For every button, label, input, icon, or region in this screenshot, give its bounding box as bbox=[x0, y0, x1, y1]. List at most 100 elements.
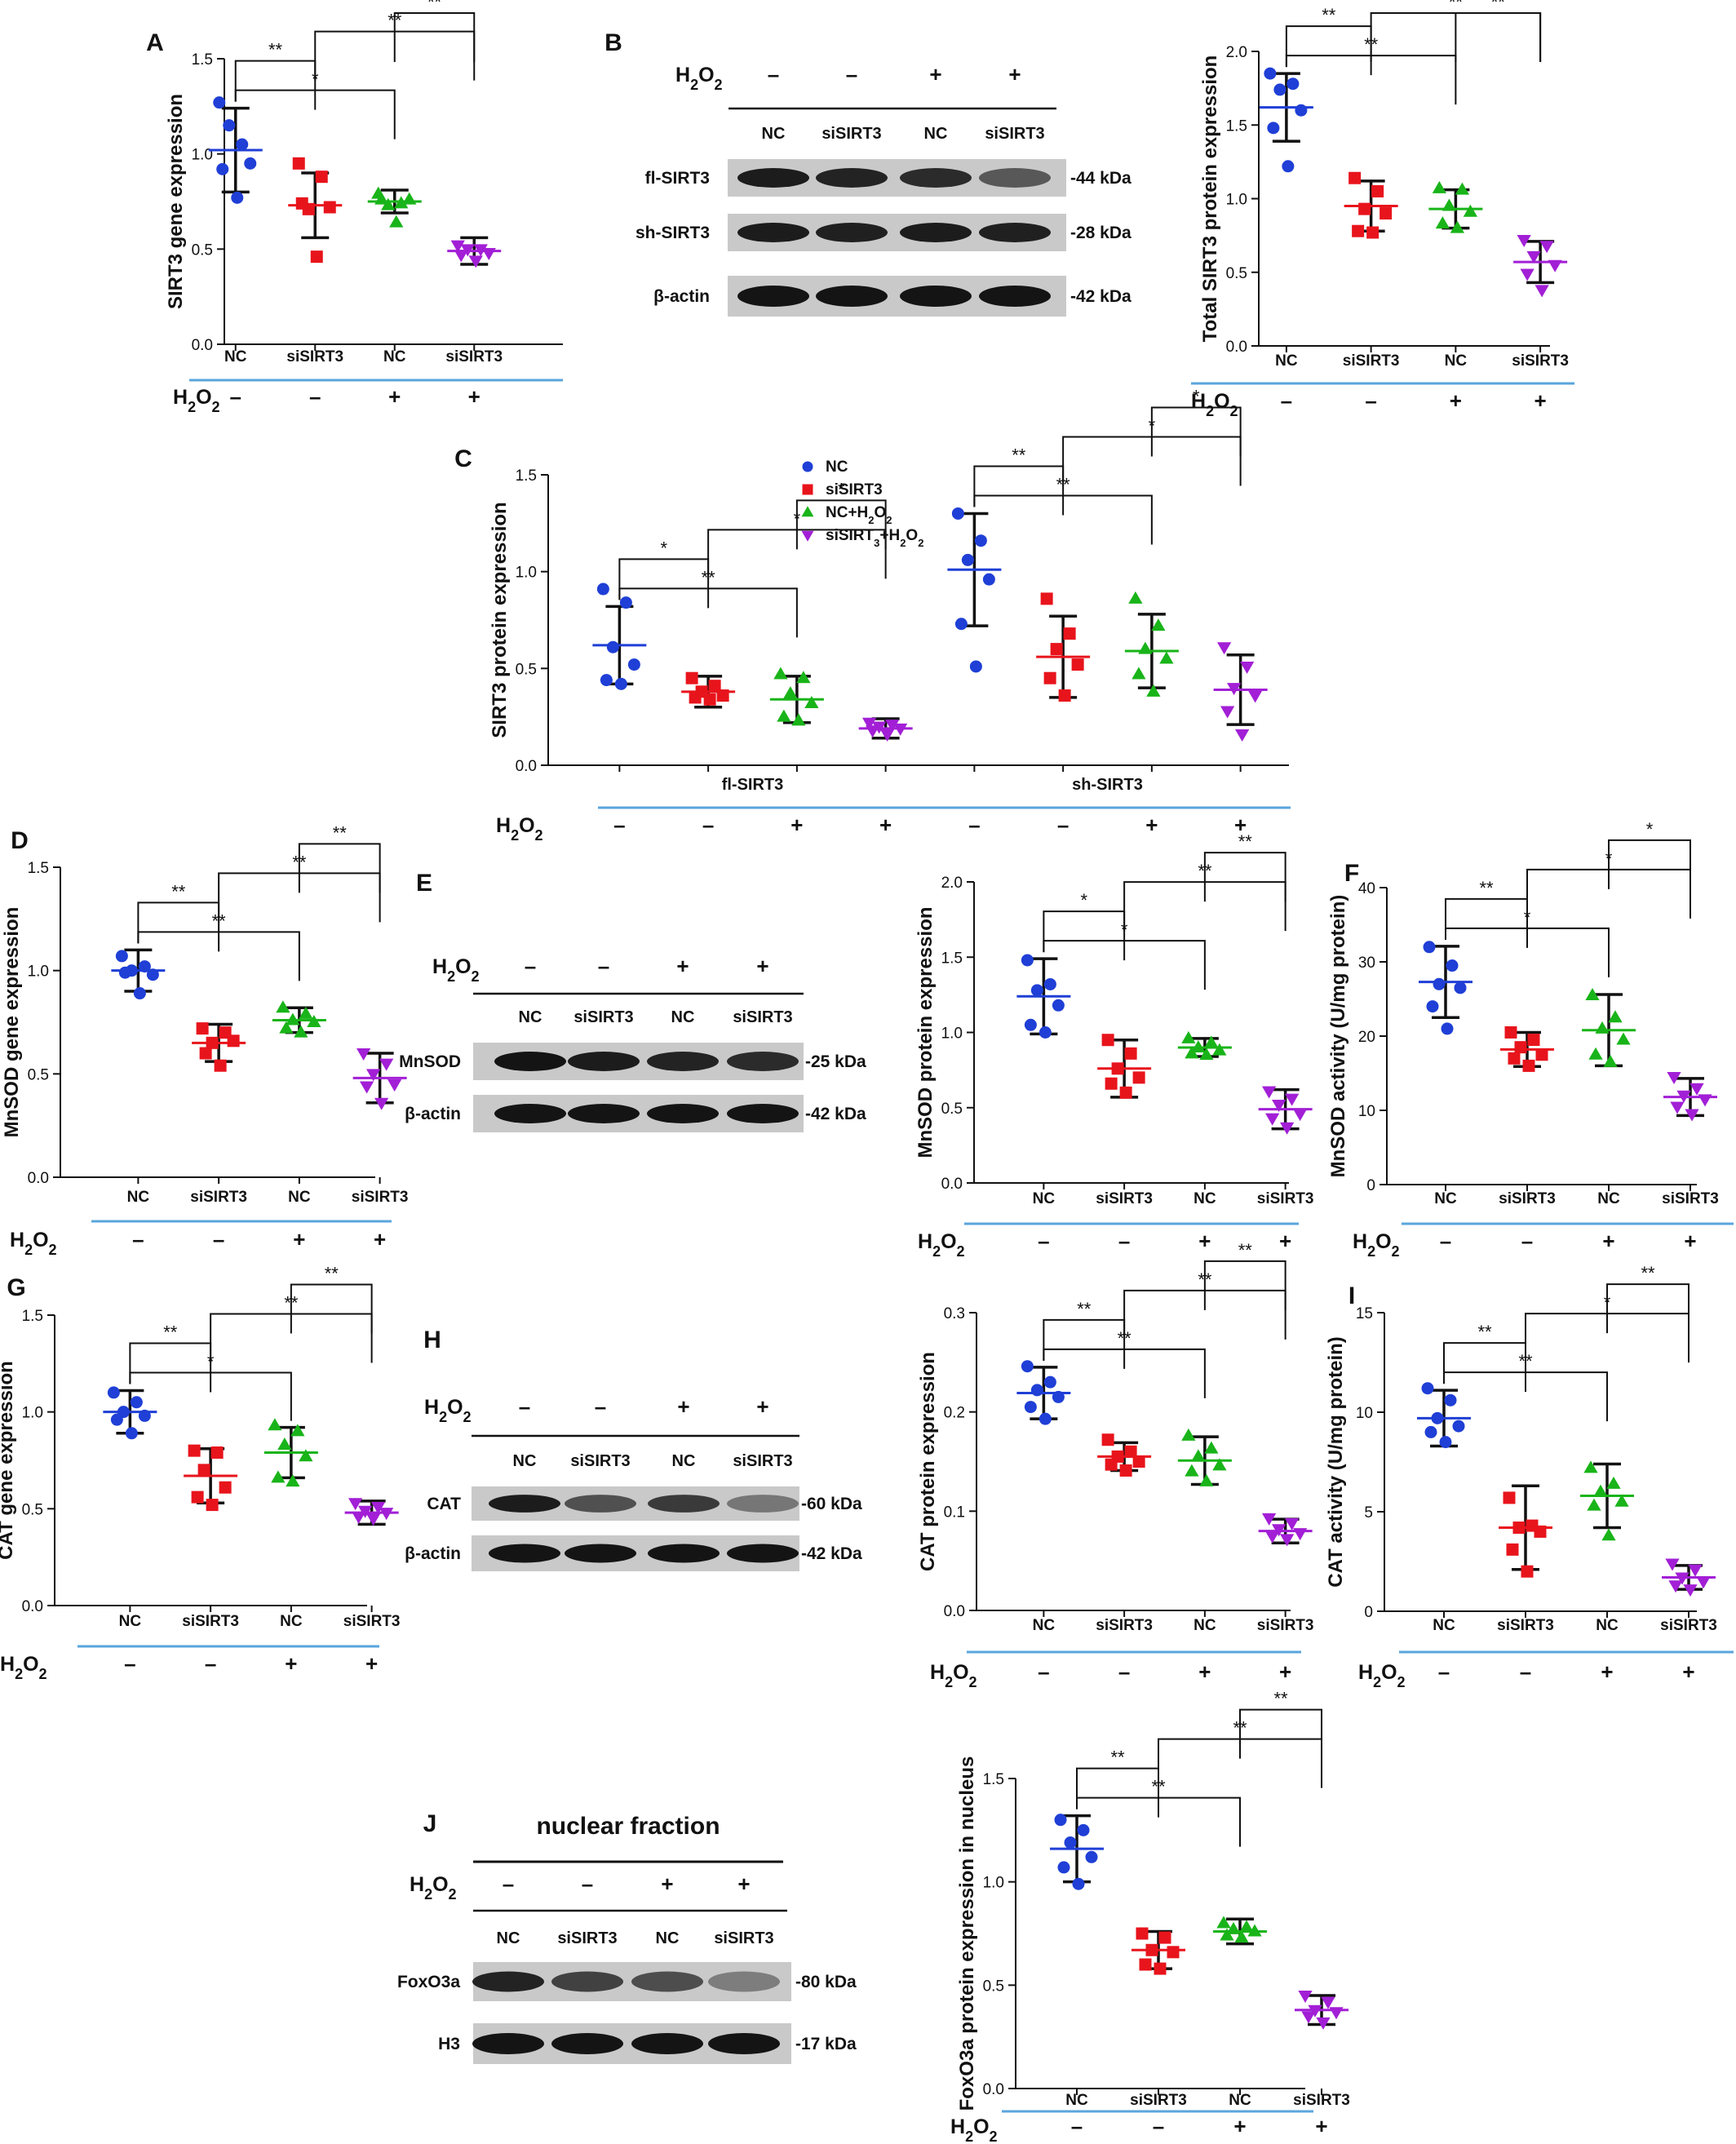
data-point-square bbox=[1366, 226, 1380, 239]
data-point-circle bbox=[982, 573, 995, 586]
h2o2-label-part: H bbox=[918, 1230, 932, 1253]
h2o2-label-part: 2 bbox=[463, 1409, 472, 1425]
significance-bracket bbox=[298, 843, 381, 893]
y-tick-label: 0.5 bbox=[983, 1978, 1004, 1995]
h2o2-label-part: H bbox=[1358, 1661, 1373, 1684]
data-point-triangle-down bbox=[1520, 268, 1534, 281]
y-tick-label: 1.0 bbox=[983, 1875, 1004, 1892]
h2o2-sign: – bbox=[768, 62, 779, 86]
blot-band bbox=[979, 223, 1051, 242]
blot-band bbox=[472, 2033, 544, 2054]
significance-bracket bbox=[1043, 1318, 1126, 1369]
h2o2-label-part: 2 bbox=[690, 77, 698, 93]
data-point-triangle-down bbox=[1688, 1564, 1703, 1577]
x-tick-label: siSIRT3 bbox=[1293, 2092, 1350, 2109]
h2o2-label-part: 2 bbox=[715, 77, 723, 93]
blot-row-label: FoxO3a bbox=[397, 1973, 460, 1991]
legend-entry: siSIRT3 bbox=[826, 481, 883, 498]
h2o2-sign: + bbox=[756, 1394, 768, 1419]
h2o2-sign: – bbox=[1365, 388, 1376, 413]
data-point-square bbox=[1503, 1491, 1516, 1504]
blot-size-label: -42 kDa bbox=[805, 1105, 866, 1123]
data-point-triangle-down bbox=[360, 1081, 374, 1094]
panel-letter-h: H bbox=[423, 1327, 441, 1353]
x-tick-label: siSIRT3 bbox=[286, 348, 343, 365]
y-tick-label: 1.5 bbox=[941, 950, 963, 967]
data-point-square bbox=[1101, 1034, 1114, 1047]
h2o2-sign: – bbox=[702, 813, 714, 837]
panel-letter-a: A bbox=[146, 29, 164, 56]
y-tick-label: 1.5 bbox=[192, 51, 213, 69]
significance-label: ** bbox=[1449, 0, 1464, 12]
y-tick-label: 1.0 bbox=[941, 1025, 963, 1043]
x-tick-label: NC bbox=[1433, 1617, 1455, 1634]
h2o2-label: H2O2 bbox=[410, 1873, 457, 1903]
h2o2-label: H2O2 bbox=[10, 1229, 57, 1258]
data-point-triangle-up bbox=[1159, 651, 1174, 664]
x-tick-label: NC bbox=[1065, 2092, 1088, 2109]
data-point-triangle-down bbox=[468, 255, 483, 268]
x-tick-label: siSIRT3 bbox=[1096, 1190, 1153, 1207]
data-point-triangle-up bbox=[299, 1006, 313, 1019]
y-tick-label: 1.0 bbox=[1226, 192, 1247, 209]
blot-band bbox=[568, 1052, 640, 1071]
data-point-triangle-down bbox=[1298, 1991, 1313, 2003]
data-point-triangle-down bbox=[1262, 1086, 1277, 1099]
data-point-triangle-up bbox=[290, 1424, 305, 1437]
data-point-circle bbox=[146, 968, 159, 981]
data-point-circle bbox=[1431, 1411, 1444, 1424]
lane-label: siSIRT3 bbox=[733, 1008, 792, 1026]
h2o2-label-part: 2 bbox=[49, 1242, 57, 1258]
y-axis-label: CAT protein expression bbox=[917, 1352, 939, 1571]
circle-icon bbox=[802, 461, 813, 472]
h2o2-label-part: 2 bbox=[886, 514, 892, 526]
blot-size-label: -44 kDa bbox=[1070, 169, 1132, 188]
chart-i: 0 5 10 15 CAT activity (U/mg protein) NC siSIR… bbox=[1325, 1263, 1734, 1690]
data-point-triangle-up bbox=[1181, 1030, 1196, 1043]
data-point-triangle-down bbox=[1280, 1534, 1295, 1547]
blot-band bbox=[551, 1971, 623, 1992]
h2o2-label-part: 2 bbox=[1230, 403, 1238, 419]
data-point-triangle-up bbox=[1138, 641, 1153, 654]
h2o2-sign: – bbox=[1118, 1659, 1130, 1684]
h2o2-label: H2O2 bbox=[0, 1653, 47, 1682]
data-point-circle bbox=[954, 618, 968, 631]
data-point-triangle-up bbox=[1234, 1930, 1249, 1943]
h2o2-sign: + bbox=[285, 1651, 297, 1676]
significance-bracket bbox=[618, 558, 710, 609]
blot-row-label: sh-SIRT3 bbox=[636, 224, 710, 242]
significance-label: ** bbox=[1322, 5, 1336, 25]
blot-size-label: -80 kDa bbox=[795, 1973, 857, 1991]
h2o2-label-part: H bbox=[424, 1396, 439, 1419]
h2o2-sign: – bbox=[1038, 1659, 1049, 1684]
h2o2-sign: – bbox=[1071, 2114, 1083, 2138]
h2o2-label: H2O2 bbox=[675, 64, 723, 93]
data-point-triangle-up bbox=[1212, 1458, 1227, 1471]
h2o2-label-part: 2 bbox=[945, 1674, 953, 1690]
significance-label: ** bbox=[1273, 1689, 1288, 1709]
lane-label: NC bbox=[656, 1929, 680, 1947]
data-point-triangle-down bbox=[866, 725, 880, 738]
data-point-triangle-down bbox=[1696, 1576, 1711, 1589]
data-point-triangle-up bbox=[773, 667, 788, 680]
y-tick-label: 20 bbox=[1358, 1029, 1375, 1046]
y-tick-label: 0 bbox=[1366, 1177, 1375, 1194]
data-point-triangle-down bbox=[450, 240, 465, 253]
blot-band bbox=[727, 1544, 799, 1563]
data-point-circle bbox=[1444, 1393, 1457, 1406]
data-point-square bbox=[1158, 1931, 1171, 1944]
chart-a: 0.0 0.5 1.0 1.5 SIRT3 gene expression NC siSIR… bbox=[165, 0, 563, 415]
h2o2-label-part: NC+H bbox=[826, 504, 868, 521]
h2o2-sign: – bbox=[1281, 388, 1292, 413]
blot-band bbox=[727, 1495, 799, 1513]
data-point-triangle-up bbox=[1226, 1921, 1241, 1934]
data-point-triangle-up bbox=[1606, 1476, 1621, 1489]
y-tick-label: 0.0 bbox=[941, 1176, 963, 1193]
x-tick-label: siSIRT3 bbox=[1343, 352, 1400, 370]
blot-band bbox=[708, 1971, 780, 1992]
data-point-triangle-down bbox=[1301, 2011, 1316, 2024]
h2o2-sign: + bbox=[677, 1394, 689, 1419]
blot-row-label: CAT bbox=[427, 1495, 461, 1513]
blot-row-label: β-actin bbox=[405, 1544, 461, 1563]
